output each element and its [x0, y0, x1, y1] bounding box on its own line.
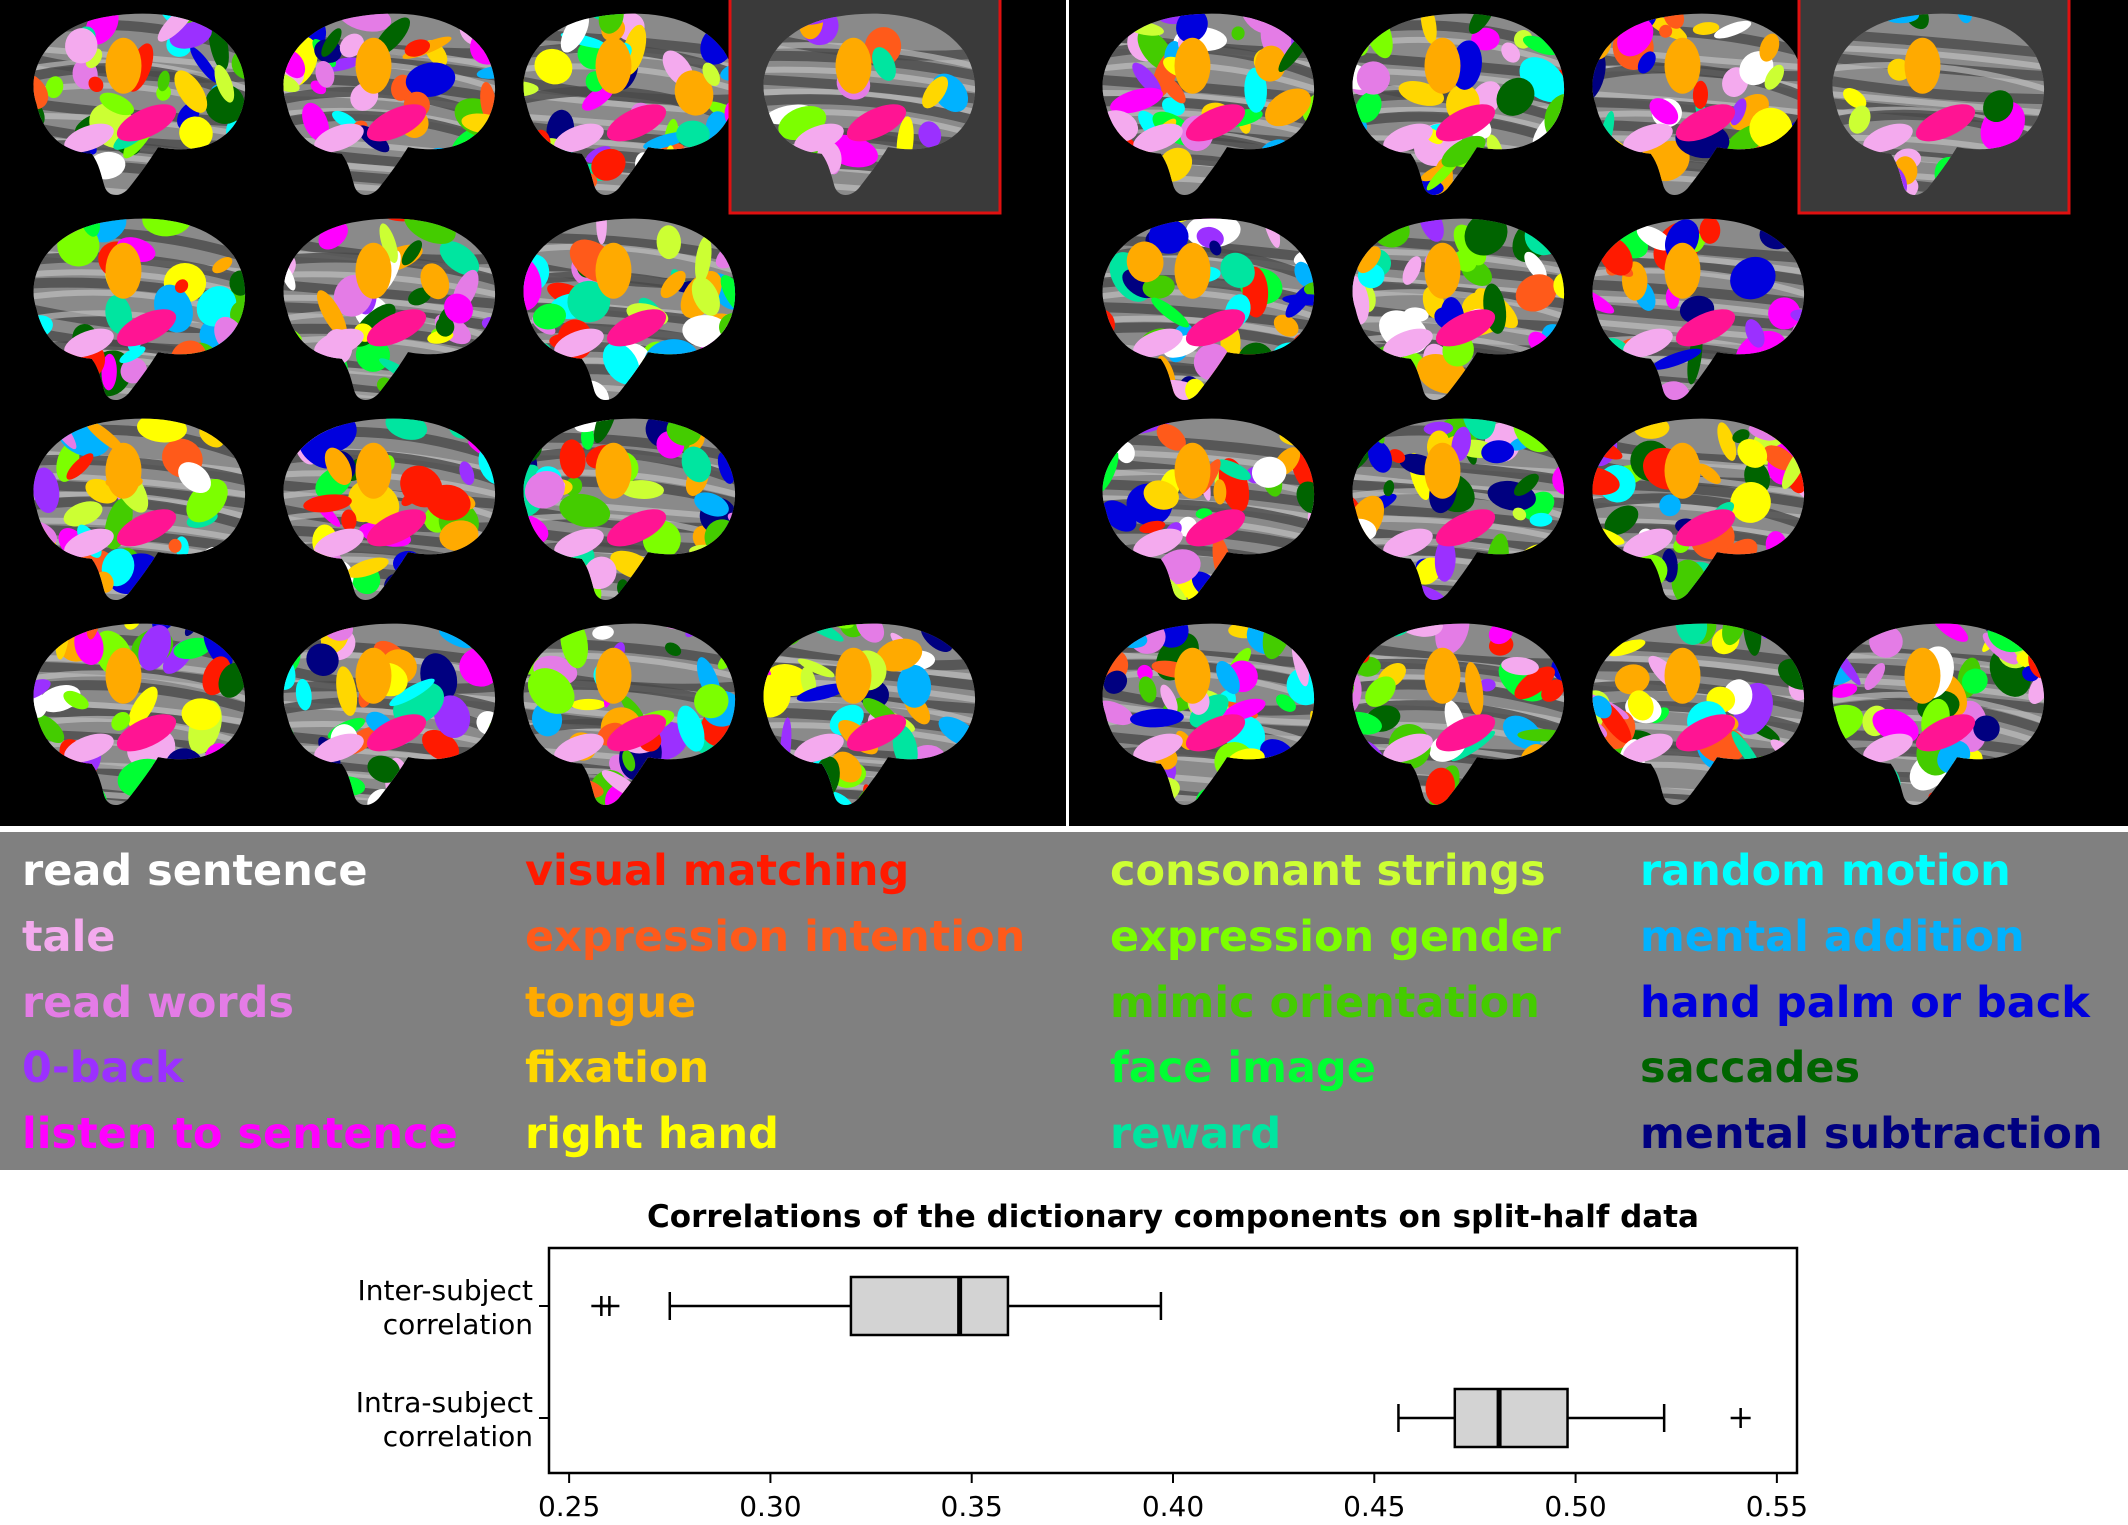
brain-map [1352, 218, 1565, 401]
brain-panel-right [1066, 0, 2128, 826]
legend-item: fixation [525, 1043, 710, 1093]
brain-maps-figure [0, 0, 2128, 826]
y-category-label: Inter-subject [357, 1274, 533, 1307]
brain-map [1102, 418, 1315, 601]
outlier-marker [599, 1296, 620, 1316]
brain-map [1352, 418, 1565, 601]
correlation-boxplot-chart: Correlations of the dictionary component… [0, 1175, 2128, 1523]
legend-item: right hand [525, 1109, 779, 1159]
legend-item: read sentence [22, 846, 368, 896]
legend-item: mental addition [1640, 912, 2025, 962]
y-category-label: correlation [383, 1420, 533, 1453]
brain-panel-left [0, 0, 1062, 826]
y-category-label: correlation [383, 1308, 533, 1341]
x-tick-label: 0.40 [1142, 1490, 1204, 1521]
outlier-marker [1730, 1408, 1751, 1428]
legend-item: expression intention [525, 912, 1026, 962]
brain-map [1352, 623, 1565, 806]
legend-item: tongue [525, 978, 697, 1028]
brain-map [283, 418, 496, 601]
legend-item: 0-back [22, 1043, 184, 1093]
x-tick-label: 0.45 [1343, 1490, 1405, 1521]
brain-map [33, 218, 246, 401]
brain-map [523, 13, 736, 196]
brain-map [283, 623, 496, 806]
x-tick-label: 0.50 [1544, 1490, 1606, 1521]
brain-map [763, 623, 976, 806]
x-tick-label: 0.30 [739, 1490, 801, 1521]
legend-item: tale [22, 912, 116, 962]
brain-map [1592, 623, 1805, 806]
legend-item: saccades [1640, 1043, 1861, 1093]
chart-title: Correlations of the dictionary component… [647, 1199, 1699, 1235]
task-color-legend: read sentence tale read words 0-back listen … [0, 830, 2128, 1170]
iqr-box [1453, 1387, 1569, 1449]
legend-item: mimic orientation [1110, 978, 1540, 1028]
boxplot-svg: Correlations of the dictionary component… [356, 1199, 1808, 1523]
brain-map [523, 623, 736, 806]
legend-item: listen to sentence [22, 1109, 458, 1159]
brain-map [1592, 13, 1805, 196]
brain-map [1592, 218, 1805, 401]
brain-map [283, 218, 496, 401]
legend-item: mental subtraction [1640, 1109, 2103, 1159]
brain-map [33, 13, 246, 196]
legend-item: face image [1110, 1043, 1376, 1093]
brain-map [1352, 13, 1565, 196]
brain-map [728, 0, 1002, 215]
brain-map [1102, 623, 1315, 806]
brain-map [33, 623, 246, 806]
legend-item: reward [1110, 1109, 1282, 1159]
brain-map [33, 418, 246, 601]
brain-map [283, 13, 496, 196]
plot-frame [547, 1246, 1799, 1475]
iqr-box [849, 1275, 1010, 1337]
legend-item: consonant strings [1110, 846, 1546, 896]
legend-item: hand palm or back [1640, 978, 2090, 1028]
brain-map [523, 218, 736, 401]
legend-item: read words [22, 978, 294, 1028]
legend-item: visual matching [525, 846, 910, 896]
brain-map [1102, 13, 1315, 196]
brain-map [523, 418, 736, 601]
x-tick-label: 0.35 [941, 1490, 1003, 1521]
brain-map [1797, 0, 2071, 215]
brain-map [1102, 218, 1315, 401]
brain-map [1832, 623, 2045, 806]
x-tick-label: 0.55 [1746, 1490, 1808, 1521]
brain-map [1592, 418, 1805, 601]
legend-item: random motion [1640, 846, 2011, 896]
x-tick-label: 0.25 [538, 1490, 600, 1521]
legend-item: expression gender [1110, 912, 1561, 962]
y-category-label: Intra-subject [356, 1386, 533, 1419]
